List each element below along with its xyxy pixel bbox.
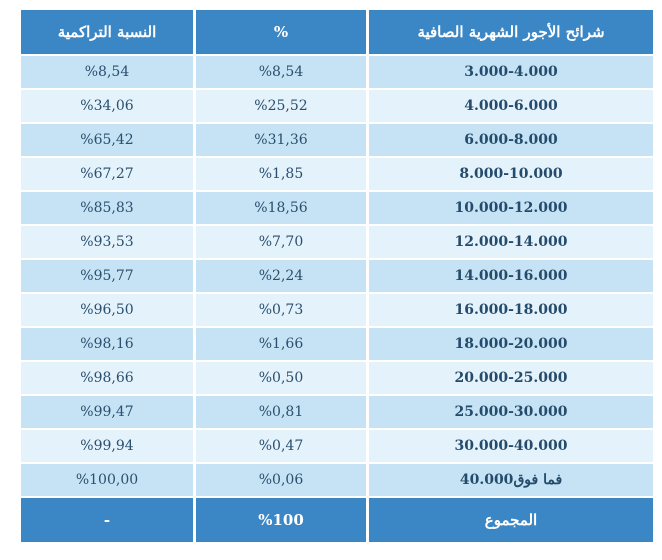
wage-distribution-table-container: شرائح الأجور الشهرية الصافية % النسبة ال… xyxy=(18,8,653,544)
cell-cumulative: %95,77 xyxy=(21,260,193,292)
table-row: 3.000-4.000 %8,54 %8,54 xyxy=(21,56,653,88)
cell-wage-bracket: 25.000-30.000 xyxy=(369,396,653,428)
cell-cumulative: %99,94 xyxy=(21,430,193,462)
table-row: 25.000-30.000 %0,81 %99,47 xyxy=(21,396,653,428)
table-row: فما فوق40.000 %0,06 %100,00 xyxy=(21,464,653,496)
cell-wage-bracket: 20.000-25.000 xyxy=(369,362,653,394)
cell-cumulative: %93,53 xyxy=(21,226,193,258)
cell-wage-bracket: 16.000-18.000 xyxy=(369,294,653,326)
cell-wage-bracket: 18.000-20.000 xyxy=(369,328,653,360)
cell-percent: %0,73 xyxy=(196,294,366,326)
cell-cumulative: %8,54 xyxy=(21,56,193,88)
cell-cumulative: %98,16 xyxy=(21,328,193,360)
table-row: 16.000-18.000 %0,73 %96,50 xyxy=(21,294,653,326)
cell-wage-bracket: 8.000-10.000 xyxy=(369,158,653,190)
cell-wage-bracket: 30.000-40.000 xyxy=(369,430,653,462)
cell-wage-bracket: 4.000-6.000 xyxy=(369,90,653,122)
table-row: 18.000-20.000 %1,66 %98,16 xyxy=(21,328,653,360)
cell-cumulative: %98,66 xyxy=(21,362,193,394)
cell-wage-bracket: 14.000-16.000 xyxy=(369,260,653,292)
wage-distribution-table: شرائح الأجور الشهرية الصافية % النسبة ال… xyxy=(18,8,656,544)
cell-cumulative: %34,06 xyxy=(21,90,193,122)
table-total-row: المجموع %100- xyxy=(21,498,653,542)
header-wage-bracket: شرائح الأجور الشهرية الصافية xyxy=(369,10,653,54)
cell-cumulative: %67,27 xyxy=(21,158,193,190)
cell-cumulative: %65,42 xyxy=(21,124,193,156)
table-row: 8.000-10.000 %1,85 %67,27 xyxy=(21,158,653,190)
table-row: 20.000-25.000 %0,50 %98,66 xyxy=(21,362,653,394)
cell-percent: %0,47 xyxy=(196,430,366,462)
cell-percent: %31,36 xyxy=(196,124,366,156)
table-row: 14.000-16.000 %2,24 %95,77 xyxy=(21,260,653,292)
cell-wage-bracket: 12.000-14.000 xyxy=(369,226,653,258)
cell-percent: %2,24 xyxy=(196,260,366,292)
cell-wage-bracket: 6.000-8.000 xyxy=(369,124,653,156)
table-row: 10.000-12.000 %18,56 %85,83 xyxy=(21,192,653,224)
header-percent: % xyxy=(196,10,366,54)
cell-percent: %0,50 xyxy=(196,362,366,394)
cell-cumulative: %85,83 xyxy=(21,192,193,224)
total-percent: %100 xyxy=(196,498,366,542)
cell-cumulative: %100,00 xyxy=(21,464,193,496)
cell-wage-bracket: 3.000-4.000 xyxy=(369,56,653,88)
total-cumulative: - xyxy=(21,498,193,542)
cell-wage-bracket: 10.000-12.000 xyxy=(369,192,653,224)
cell-percent: %1,85 xyxy=(196,158,366,190)
table-row: 12.000-14.000 %7,70 %93,53 xyxy=(21,226,653,258)
cell-cumulative: %99,47 xyxy=(21,396,193,428)
cell-percent: %8,54 xyxy=(196,56,366,88)
table-row: 6.000-8.000 %31,36 %65,42 xyxy=(21,124,653,156)
table-body: 3.000-4.000 %8,54 %8,54 4.000-6.000 %25,52 %3… xyxy=(21,56,653,542)
table-row: 4.000-6.000 %25,52 %34,06 xyxy=(21,90,653,122)
header-cumulative: النسبة التراكمية xyxy=(21,10,193,54)
cell-percent: %0,06 xyxy=(196,464,366,496)
table-row: 30.000-40.000 %0,47 %99,94 xyxy=(21,430,653,462)
table-header-row: شرائح الأجور الشهرية الصافية % النسبة ال… xyxy=(21,10,653,54)
cell-percent: %18,56 xyxy=(196,192,366,224)
cell-wage-bracket: فما فوق40.000 xyxy=(369,464,653,496)
cell-percent: %25,52 xyxy=(196,90,366,122)
cell-percent: %7,70 xyxy=(196,226,366,258)
cell-cumulative: %96,50 xyxy=(21,294,193,326)
cell-percent: %1,66 xyxy=(196,328,366,360)
total-label: المجموع xyxy=(369,498,653,542)
cell-percent: %0,81 xyxy=(196,396,366,428)
